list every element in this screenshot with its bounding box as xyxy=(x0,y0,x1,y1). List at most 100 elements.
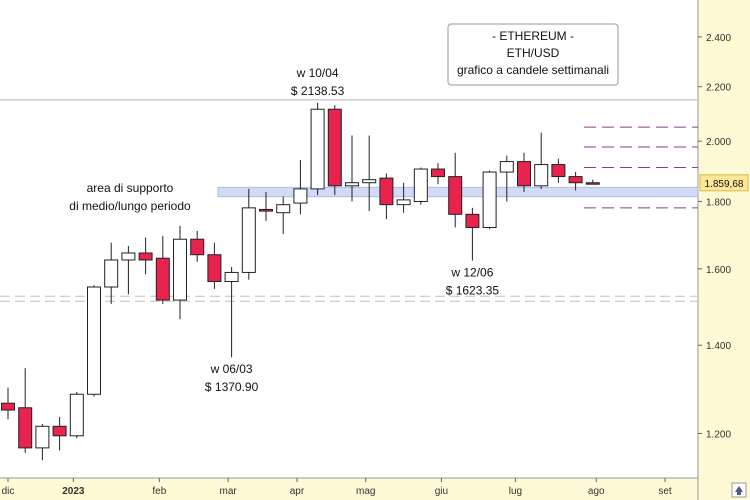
annotation-2-line-1: $ 1623.35 xyxy=(446,284,500,298)
annotation-1-line-0: w 06/03 xyxy=(210,362,253,376)
candle-18 xyxy=(310,102,325,196)
candle-body xyxy=(35,425,50,449)
candle-body xyxy=(499,161,514,173)
candle-body xyxy=(155,257,170,301)
candle-34 xyxy=(585,179,600,185)
candle-body xyxy=(241,207,256,273)
candle-20 xyxy=(345,135,359,202)
x-tick-label-0: dic xyxy=(2,486,15,497)
x-tick-label-8: ago xyxy=(588,486,605,497)
candle-body xyxy=(104,259,119,288)
candle-body xyxy=(1,402,15,411)
candle-8 xyxy=(138,237,153,275)
candle-body xyxy=(293,188,308,204)
annotation-1-line-1: $ 1370.90 xyxy=(205,380,259,394)
x-tick-label-9: set xyxy=(658,486,672,497)
candle-32 xyxy=(551,158,566,183)
chart-title-line-1: ETH/USD xyxy=(507,46,560,60)
candle-23 xyxy=(396,182,411,213)
last-price-tag xyxy=(699,174,749,192)
y-tick-label-2: 1.600 xyxy=(706,265,731,276)
candle-13 xyxy=(224,267,239,358)
candle-body xyxy=(276,204,291,214)
candle-body xyxy=(379,177,394,206)
candle-6 xyxy=(104,242,119,304)
candle-body xyxy=(413,168,428,202)
candle-12 xyxy=(207,242,222,289)
chart-title-line-2: grafico a candele settimanali xyxy=(457,63,609,77)
annotation-0-line-0: w 10/04 xyxy=(296,66,339,80)
x-tick-label-1: 2023 xyxy=(62,486,85,497)
candle-body xyxy=(259,208,273,212)
chart-title-line-0: - ETHEREUM - xyxy=(492,29,574,43)
candle-body xyxy=(327,108,342,187)
candle-body xyxy=(362,179,377,184)
support-zone-label-0: area di supporto xyxy=(87,181,174,195)
candle-16 xyxy=(276,196,291,235)
x-tick-label-2: feb xyxy=(152,486,166,497)
annotation-0-line-1: $ 2138.53 xyxy=(291,84,345,98)
candle-5 xyxy=(87,285,101,397)
candle-body xyxy=(52,425,67,437)
candle-body xyxy=(69,393,84,437)
candle-31 xyxy=(534,132,549,189)
candle-body xyxy=(585,182,600,185)
candle-9 xyxy=(155,235,170,304)
title-box: - ETHEREUM - ETH/USD grafico a candele set… xyxy=(447,23,619,86)
candle-11 xyxy=(190,230,205,262)
candle-body xyxy=(121,252,136,261)
candle-30 xyxy=(517,152,531,193)
candle-15 xyxy=(259,192,273,221)
y-tick-label-5: 2.200 xyxy=(706,83,731,94)
candle-2 xyxy=(35,423,50,461)
candle-body xyxy=(551,164,566,178)
candle-body xyxy=(87,286,101,395)
y-tick-label-4: 2.000 xyxy=(706,137,731,148)
x-axis-panel xyxy=(0,478,698,500)
scroll-arrow-icon xyxy=(735,486,743,495)
candle-body xyxy=(310,108,325,190)
candle-1 xyxy=(18,368,33,453)
x-tick-label-5: mag xyxy=(356,486,375,497)
candle-body xyxy=(465,213,480,228)
candle-body xyxy=(190,238,205,256)
y-axis-panel xyxy=(698,0,750,500)
y-tick-label-6: 2.400 xyxy=(706,33,731,44)
candle-body xyxy=(173,238,187,301)
candle-10 xyxy=(173,225,187,320)
candle-3 xyxy=(52,416,67,451)
candle-26 xyxy=(448,152,463,228)
candle-33 xyxy=(568,172,583,191)
candle-body xyxy=(138,252,153,261)
annotation-2-line-0: w 12/06 xyxy=(450,266,493,280)
candle-body xyxy=(224,271,239,282)
candle-17 xyxy=(293,160,308,215)
x-tick-label-7: lug xyxy=(509,486,522,497)
candle-body xyxy=(448,176,463,215)
candle-body xyxy=(517,161,531,187)
candle-body xyxy=(431,168,445,178)
x-tick-label-6: giu xyxy=(435,486,448,497)
title-box-frame xyxy=(447,23,619,86)
candle-7 xyxy=(121,246,136,295)
candle-body xyxy=(396,199,411,206)
candle-14 xyxy=(241,188,256,280)
candle-body xyxy=(534,164,549,187)
y-tick-label-3: 1.800 xyxy=(706,197,731,208)
candle-body xyxy=(482,171,497,228)
candle-25 xyxy=(431,163,445,185)
x-tick-label-4: apr xyxy=(290,486,305,497)
candle-24 xyxy=(413,167,428,205)
candle-29 xyxy=(499,155,514,202)
support-zone-label-1: di medio/lungo periodo xyxy=(69,199,191,213)
x-tick-label-3: mar xyxy=(220,486,238,497)
candle-body xyxy=(18,407,33,449)
candle-22 xyxy=(379,173,394,220)
candle-body xyxy=(568,176,583,184)
y-tick-label-1: 1.400 xyxy=(706,341,731,352)
last-price-label: 1.859,68 xyxy=(705,179,744,190)
y-tick-label-0: 1.200 xyxy=(706,429,731,440)
candle-28 xyxy=(482,170,497,230)
candle-21 xyxy=(362,135,377,212)
